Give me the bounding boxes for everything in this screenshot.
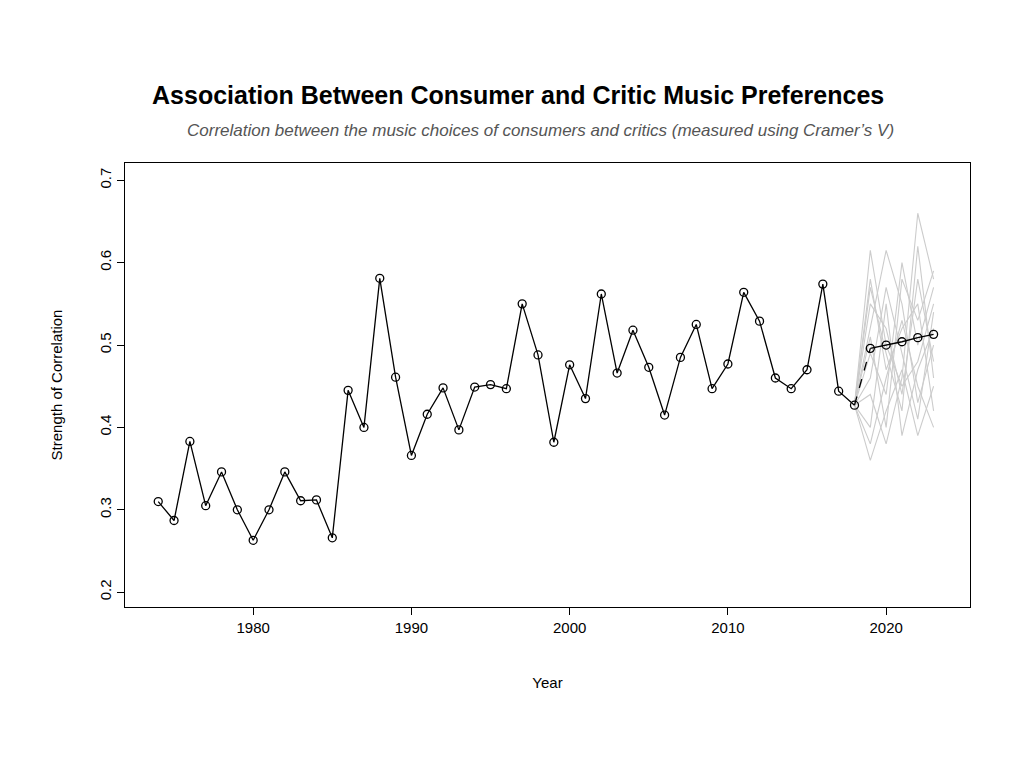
svg-text:Association Between Consumer a: Association Between Consumer and Critic … — [152, 81, 884, 109]
svg-text:0.7: 0.7 — [97, 168, 114, 189]
svg-text:0.2: 0.2 — [97, 579, 114, 600]
svg-text:2010: 2010 — [711, 619, 744, 636]
svg-text:0.3: 0.3 — [97, 497, 114, 518]
svg-text:2000: 2000 — [553, 619, 586, 636]
svg-text:1980: 1980 — [236, 619, 269, 636]
svg-text:2020: 2020 — [869, 619, 902, 636]
svg-text:0.6: 0.6 — [97, 250, 114, 271]
svg-text:1990: 1990 — [395, 619, 428, 636]
svg-text:Strength of Correlation: Strength of Correlation — [48, 310, 65, 461]
svg-text:Year: Year — [532, 674, 562, 691]
svg-text:Correlation between the music: Correlation between the music choices of… — [187, 121, 894, 140]
svg-text:0.4: 0.4 — [97, 415, 114, 436]
svg-text:0.5: 0.5 — [97, 332, 114, 353]
